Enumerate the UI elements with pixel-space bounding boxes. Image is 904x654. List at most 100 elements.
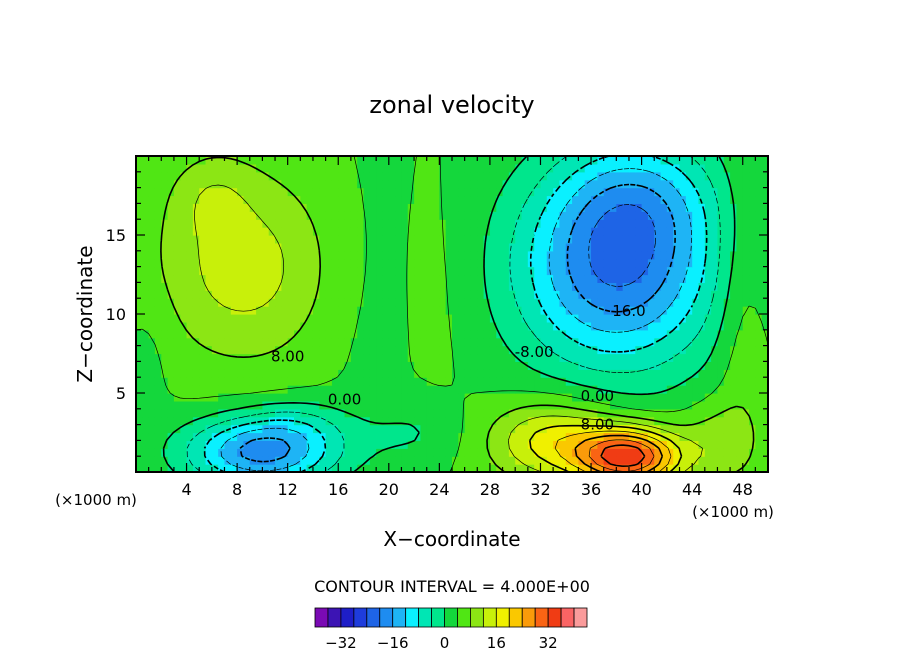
field-cell xyxy=(281,369,289,378)
field-cell xyxy=(237,282,245,291)
field-cell xyxy=(654,353,662,362)
field-cell xyxy=(224,298,232,307)
field-cell xyxy=(534,361,542,370)
field-cell xyxy=(211,400,219,410)
field-cell xyxy=(489,361,497,370)
field-cell xyxy=(186,235,194,244)
field-cell xyxy=(635,203,643,212)
field-cell xyxy=(142,250,150,260)
field-cell xyxy=(426,211,434,220)
field-cell xyxy=(357,337,365,347)
field-cell xyxy=(647,171,655,181)
field-cell xyxy=(578,258,586,268)
field-cell xyxy=(685,227,693,236)
field-cell xyxy=(666,353,674,362)
field-cell xyxy=(679,282,687,291)
colorbar-swatch xyxy=(560,607,575,628)
field-cell xyxy=(483,156,491,165)
field-cell xyxy=(331,156,339,165)
field-cell xyxy=(698,290,706,299)
field-cell xyxy=(154,329,162,339)
field-cell xyxy=(502,369,510,378)
field-cell xyxy=(610,156,617,165)
field-cell xyxy=(306,227,314,236)
field-cell xyxy=(136,171,143,181)
field-cell xyxy=(717,345,725,355)
field-cell xyxy=(205,329,213,339)
field-cell xyxy=(723,235,731,244)
field-cell xyxy=(439,345,447,355)
field-cell xyxy=(692,179,700,189)
field-cell xyxy=(477,440,485,449)
field-cell xyxy=(369,408,377,418)
field-cell xyxy=(439,179,447,189)
field-cell xyxy=(489,156,497,165)
field-cell xyxy=(300,235,308,244)
field-cell xyxy=(148,179,156,189)
field-cell xyxy=(433,211,440,220)
field-cell xyxy=(553,187,561,197)
field-cell xyxy=(243,306,251,315)
field-cell xyxy=(154,361,162,370)
field-cell xyxy=(616,171,624,181)
field-cell xyxy=(673,195,681,204)
field-cell xyxy=(717,377,725,386)
field-cell xyxy=(723,195,731,204)
field-cell xyxy=(319,211,327,220)
field-cell xyxy=(527,306,535,315)
field-cell xyxy=(275,250,282,260)
field-cell xyxy=(395,369,403,378)
field-cell xyxy=(350,369,358,378)
field-cell xyxy=(508,393,516,402)
field-cell xyxy=(414,337,421,347)
field-cell xyxy=(666,416,674,426)
field-cell xyxy=(300,219,308,228)
field-cell xyxy=(546,163,554,173)
field-cell xyxy=(622,393,630,402)
field-cell xyxy=(685,156,693,165)
field-cell xyxy=(338,258,346,268)
field-cell xyxy=(603,195,611,204)
field-cell xyxy=(673,266,681,276)
field-cell xyxy=(363,219,371,228)
field-cell xyxy=(388,203,396,212)
field-cell xyxy=(275,448,282,457)
field-cell xyxy=(300,306,308,315)
field-cell xyxy=(464,361,472,370)
field-cell xyxy=(249,345,257,355)
field-cell xyxy=(635,258,643,268)
field-cell xyxy=(559,448,567,457)
field-cell xyxy=(319,424,327,434)
field-cell xyxy=(388,400,396,410)
field-cell xyxy=(192,211,200,220)
field-cell xyxy=(268,290,276,299)
field-cell xyxy=(211,377,219,386)
field-cell xyxy=(527,440,535,449)
field-cell xyxy=(761,369,768,378)
field-cell xyxy=(717,306,725,315)
field-cell xyxy=(388,369,396,378)
field-cell xyxy=(452,321,459,331)
field-cell xyxy=(395,408,403,418)
field-cell xyxy=(755,266,763,276)
field-cell xyxy=(136,187,143,197)
field-cell xyxy=(660,290,668,299)
field-cell xyxy=(502,456,510,465)
colorbar-ticks: −32 −16 0 16 32 xyxy=(325,634,558,652)
field-cell xyxy=(755,432,763,441)
field-cell xyxy=(142,179,150,189)
field-cell xyxy=(230,266,238,276)
field-cell xyxy=(439,242,447,252)
field-cell xyxy=(256,266,263,276)
field-cell xyxy=(294,266,301,276)
field-cell xyxy=(325,242,333,252)
field-cell xyxy=(173,361,181,370)
field-cell xyxy=(407,258,415,268)
field-cell xyxy=(230,187,238,197)
field-cell xyxy=(515,211,523,220)
field-cell xyxy=(673,242,681,252)
field-cell xyxy=(237,266,245,276)
field-cell xyxy=(515,171,523,181)
field-cell xyxy=(515,424,523,434)
field-cell xyxy=(464,258,472,268)
